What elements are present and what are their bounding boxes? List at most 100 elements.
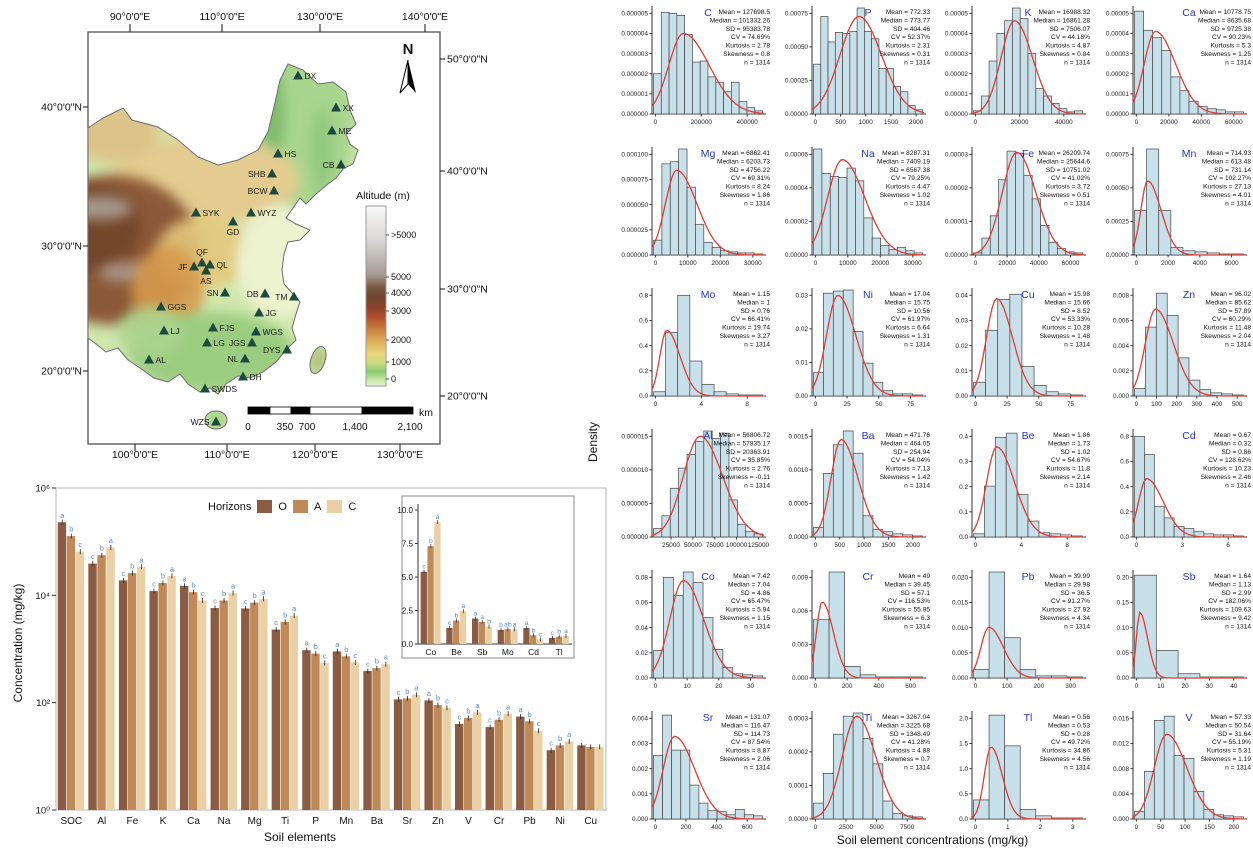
stat-line: Median = 101332.26	[710, 17, 771, 24]
hist-ytick: 0.009	[792, 575, 808, 582]
site-marker-JGS	[247, 337, 257, 347]
north-arrow-icon	[408, 60, 416, 93]
stat-line: n = 1314	[904, 59, 930, 66]
hist-xtick: 0	[814, 401, 818, 408]
hist-bar	[660, 11, 670, 115]
hist-ytick: 0.00050	[1106, 185, 1130, 192]
map-lat-label: 50°0'0"N	[447, 54, 488, 66]
stat-line: n = 1314	[1064, 623, 1090, 630]
hist-xtick: 0	[974, 824, 978, 831]
hist-bar	[871, 38, 880, 115]
stat-line: n = 1314	[1225, 200, 1251, 207]
density-curve	[971, 19, 1084, 115]
hist-xtick: 6000	[1224, 260, 1239, 267]
map-lon-label: 120°0'0"E	[292, 449, 338, 461]
stat-line: SD = 1348.49	[889, 731, 930, 738]
bar-SOC-O	[57, 522, 67, 810]
hist-ytick: 0.00075	[785, 11, 809, 18]
hist-panel-Al: 0.000000 0.000005 0.000010 0.000015 25000 500…	[621, 429, 770, 549]
stat-line: Median = 85.62	[1205, 299, 1251, 306]
sig-letter: c	[122, 569, 126, 578]
hist-ytick: 0.0001	[788, 783, 808, 790]
hist-xtick: 60000	[1062, 260, 1080, 267]
inset-bar-Tl-O	[548, 637, 556, 644]
stat-line: SD = 4.86	[740, 590, 770, 597]
hist-ytick: 0.4	[639, 343, 648, 350]
hist-bar	[871, 237, 881, 256]
sig-letter: b	[429, 538, 433, 545]
hist-xtick: 20	[1182, 683, 1190, 690]
bar-Sr-O	[393, 699, 403, 810]
hist-xtick: 40000	[1030, 260, 1048, 267]
stat-line: n = 1314	[1225, 341, 1251, 348]
hist-xtick: 20000	[998, 260, 1016, 267]
hist-ytick: 0.00	[636, 675, 649, 682]
concentration-bar-chart: 10⁰10²10⁴10⁶abcSOCcbaAlcbaFecbaKabcCacba…	[35, 484, 607, 827]
hist-ytick: 0.10	[1117, 625, 1130, 632]
sig-letter: a	[305, 639, 310, 648]
hist-ytick: 0.00003	[1106, 51, 1130, 58]
bar-ytick: 10²	[36, 698, 50, 709]
sig-letter: c	[549, 739, 553, 748]
stat-line: Mean = 772.33	[886, 9, 931, 16]
stat-line: Median = 3225.68	[877, 722, 930, 729]
stat-line: CV = 128.62%	[1208, 457, 1251, 464]
hist-xtick: 1	[1006, 824, 1010, 831]
hist-bar	[672, 594, 684, 679]
hist-xtick: 100	[1180, 824, 1191, 831]
stat-line: Median = 0.53	[1048, 722, 1090, 729]
hist-ytick: 0.06	[636, 600, 649, 607]
element-label-Mg: Mg	[701, 148, 716, 160]
density-curve	[1132, 30, 1245, 115]
stat-line: n = 1314	[744, 59, 770, 66]
site-label-NL: NL	[228, 354, 239, 364]
site-label-WYZ: WYZ	[258, 208, 277, 218]
hist-ytick: 0.00000	[785, 111, 809, 118]
hist-bar	[707, 810, 718, 820]
stat-line: Mean = 49	[899, 573, 931, 580]
sig-letter: a	[427, 689, 432, 698]
sig-letter: b	[466, 706, 470, 715]
sig-letter: a	[461, 603, 465, 610]
hist-xtick: 0	[1135, 119, 1139, 126]
element-label-Zn: Zn	[1183, 289, 1195, 301]
stat-line: Median = 0.32	[1209, 440, 1251, 447]
hist-xtick: 2000	[906, 542, 921, 549]
hist-xtick: 20000	[871, 260, 889, 267]
hist-bar	[892, 813, 904, 820]
hist-ytick: 0.002	[1113, 368, 1129, 375]
hist-xtick: 600	[905, 683, 916, 690]
bar-ytick: 10⁰	[36, 806, 51, 817]
hist-bar	[984, 485, 996, 538]
hist-ytick: 0.020	[952, 575, 968, 582]
stat-line: SD = 10751.02	[1046, 167, 1091, 174]
hist-bar	[671, 749, 682, 820]
stat-line: Kurtosis = 19.74	[722, 325, 770, 332]
sig-letter: a	[564, 628, 568, 635]
hist-ytick: 0.2	[639, 368, 648, 375]
sig-letter: b	[283, 610, 287, 619]
hist-ytick: 0.004	[632, 716, 648, 723]
hist-ytick: 0.006	[1113, 318, 1129, 325]
stat-line: Kurtosis = 4.88	[886, 748, 930, 755]
hist-bar	[1183, 758, 1195, 820]
stat-line: CV = 54.04%	[891, 457, 930, 464]
sig-letter: a	[567, 730, 572, 739]
hist-bar	[864, 30, 872, 115]
hist-ytick: 0.6	[639, 318, 648, 325]
hist-xtick: 30000	[904, 260, 922, 267]
stat-line: Skewness = 0.7	[883, 756, 930, 763]
density-curve	[811, 438, 924, 538]
stat-line: Skewness = 2.04	[1201, 333, 1252, 340]
element-label-Ni: Ni	[863, 289, 873, 301]
stat-line: Mean = 131.07	[726, 714, 771, 721]
hist-xtick: 25000	[662, 542, 680, 549]
bar-K-C	[167, 575, 176, 810]
stat-line: Kurtosis = 5.94	[726, 607, 770, 614]
inset-bar-Mo-A	[504, 629, 511, 644]
inset-ytick: 7.5	[402, 539, 414, 548]
hist-bar	[1004, 20, 1013, 115]
hist-xtick: 400	[1212, 401, 1223, 408]
